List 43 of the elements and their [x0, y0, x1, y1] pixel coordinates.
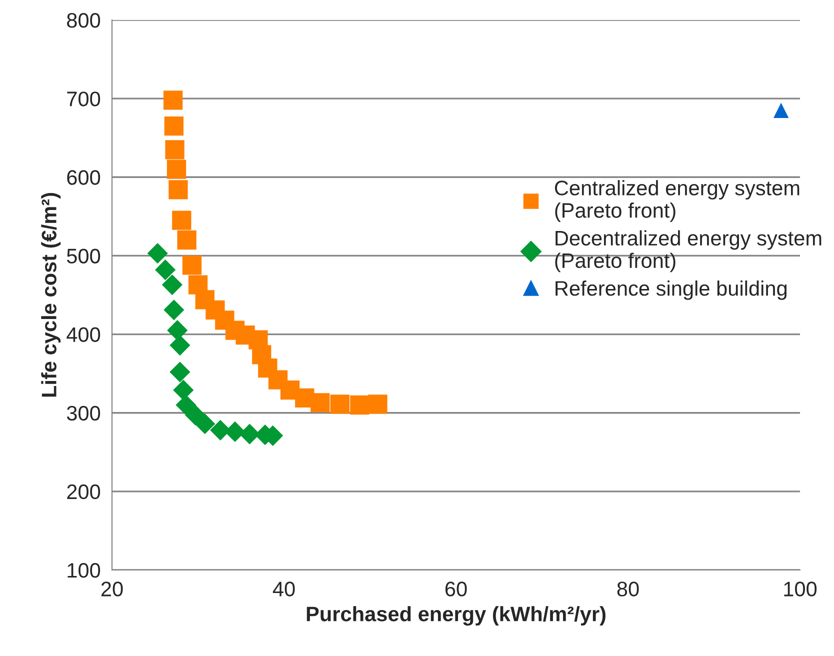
- y-tick-label: 500: [66, 248, 100, 264]
- y-tick-label: 400: [66, 327, 100, 342]
- point: [170, 334, 190, 356]
- x-tick-label: 60: [445, 582, 467, 596]
- y-tick-label: 800: [67, 13, 100, 28]
- point: [163, 90, 183, 110]
- point: [310, 393, 330, 412]
- x-tick-label: 100: [784, 582, 817, 596]
- point: [194, 414, 216, 434]
- point: [350, 395, 370, 415]
- point: [172, 210, 192, 230]
- point: [147, 243, 168, 264]
- point: [168, 180, 188, 200]
- y-tick-label: 700: [67, 92, 100, 106]
- point: [170, 362, 190, 382]
- x-axis-title: Purchased energy (kWh/m²/yr): [306, 606, 606, 626]
- x-tick-label: 40: [272, 582, 295, 596]
- y-tick-label: 100: [68, 563, 100, 578]
- point: [164, 300, 184, 320]
- y-tick-label: 300: [66, 406, 100, 421]
- point: [166, 160, 186, 179]
- point: [165, 140, 184, 160]
- point: [239, 424, 260, 444]
- point: [330, 394, 350, 414]
- point: [773, 102, 789, 118]
- y-tick-label: 600: [67, 170, 100, 185]
- point: [368, 394, 388, 414]
- y-tick-label: 200: [67, 484, 100, 500]
- point: [177, 230, 196, 250]
- x-tick-label: 20: [101, 582, 123, 596]
- legend-label: Decentralized energy system (Pareto front): [555, 230, 822, 272]
- legend-label: Reference single building: [556, 280, 787, 300]
- x-tick-label: 80: [617, 582, 639, 596]
- y-axis-title: Life cycle cost (€/m²): [41, 192, 61, 397]
- point: [162, 274, 182, 296]
- point: [164, 116, 184, 136]
- point: [155, 260, 176, 280]
- point: [173, 380, 194, 400]
- legend-label: Centralized energy system (Pareto front): [554, 180, 800, 222]
- point: [182, 256, 202, 275]
- point: [176, 394, 196, 416]
- point: [167, 320, 188, 341]
- point: [224, 421, 246, 442]
